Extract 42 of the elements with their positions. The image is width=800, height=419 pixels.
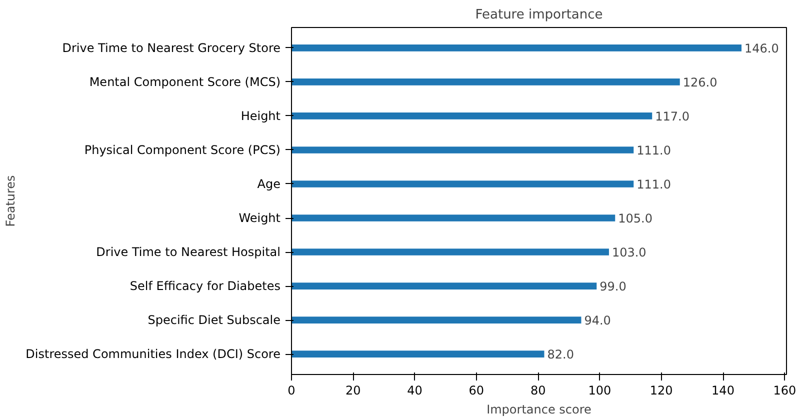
x-tick-label: 20 xyxy=(346,384,361,398)
data-label: 103.0 xyxy=(612,246,646,260)
y-tick-label: Drive Time to Nearest Hospital xyxy=(96,245,281,260)
y-axis-title: Features xyxy=(4,175,18,227)
y-tick-label: Physical Component Score (PCS) xyxy=(84,142,281,157)
y-tick-label: Specific Diet Subscale xyxy=(148,313,281,328)
bar xyxy=(292,350,544,358)
data-label: 111.0 xyxy=(636,177,671,192)
x-tick-label: 80 xyxy=(530,384,546,398)
data-label: 126.0 xyxy=(682,75,718,90)
y-tick-label: Mental Component Score (MCS) xyxy=(89,74,281,89)
bar xyxy=(292,316,582,324)
bar xyxy=(292,78,680,86)
y-tick-label: Drive Time to Nearest Grocery Store xyxy=(62,40,281,55)
y-tick-label: Height xyxy=(240,108,281,123)
x-tick-label: 0 xyxy=(288,384,296,398)
x-axis-title: Importance score xyxy=(486,402,592,416)
x-tick-label: 160 xyxy=(773,384,796,398)
y-tick-label: Distressed Communities Index (DCI) Score xyxy=(26,347,281,362)
x-tick-label: 40 xyxy=(407,384,422,398)
x-tick-label: 100 xyxy=(588,384,612,398)
x-tick-label: 140 xyxy=(712,384,734,398)
y-tick-label: Weight xyxy=(238,211,281,226)
data-label: 82.0 xyxy=(547,348,574,362)
bar xyxy=(292,44,742,52)
y-tick-label: Age xyxy=(257,176,281,191)
data-label: 105.0 xyxy=(618,212,652,226)
data-label: 117.0 xyxy=(655,109,690,124)
data-label: 99.0 xyxy=(600,280,626,294)
bar xyxy=(292,180,634,188)
data-label: 111.0 xyxy=(636,143,671,158)
data-label: 94.0 xyxy=(584,314,611,328)
x-tick-label: 60 xyxy=(468,384,484,398)
bar xyxy=(292,112,652,120)
y-tick-label: Self Efficacy for Diabetes xyxy=(130,279,281,294)
bar xyxy=(292,248,609,256)
data-label: 146.0 xyxy=(744,41,779,56)
bar xyxy=(292,214,616,222)
x-tick-label: 120 xyxy=(650,384,673,398)
bar xyxy=(292,282,597,290)
bar xyxy=(292,146,634,154)
chart-title: Feature importance xyxy=(475,8,603,22)
